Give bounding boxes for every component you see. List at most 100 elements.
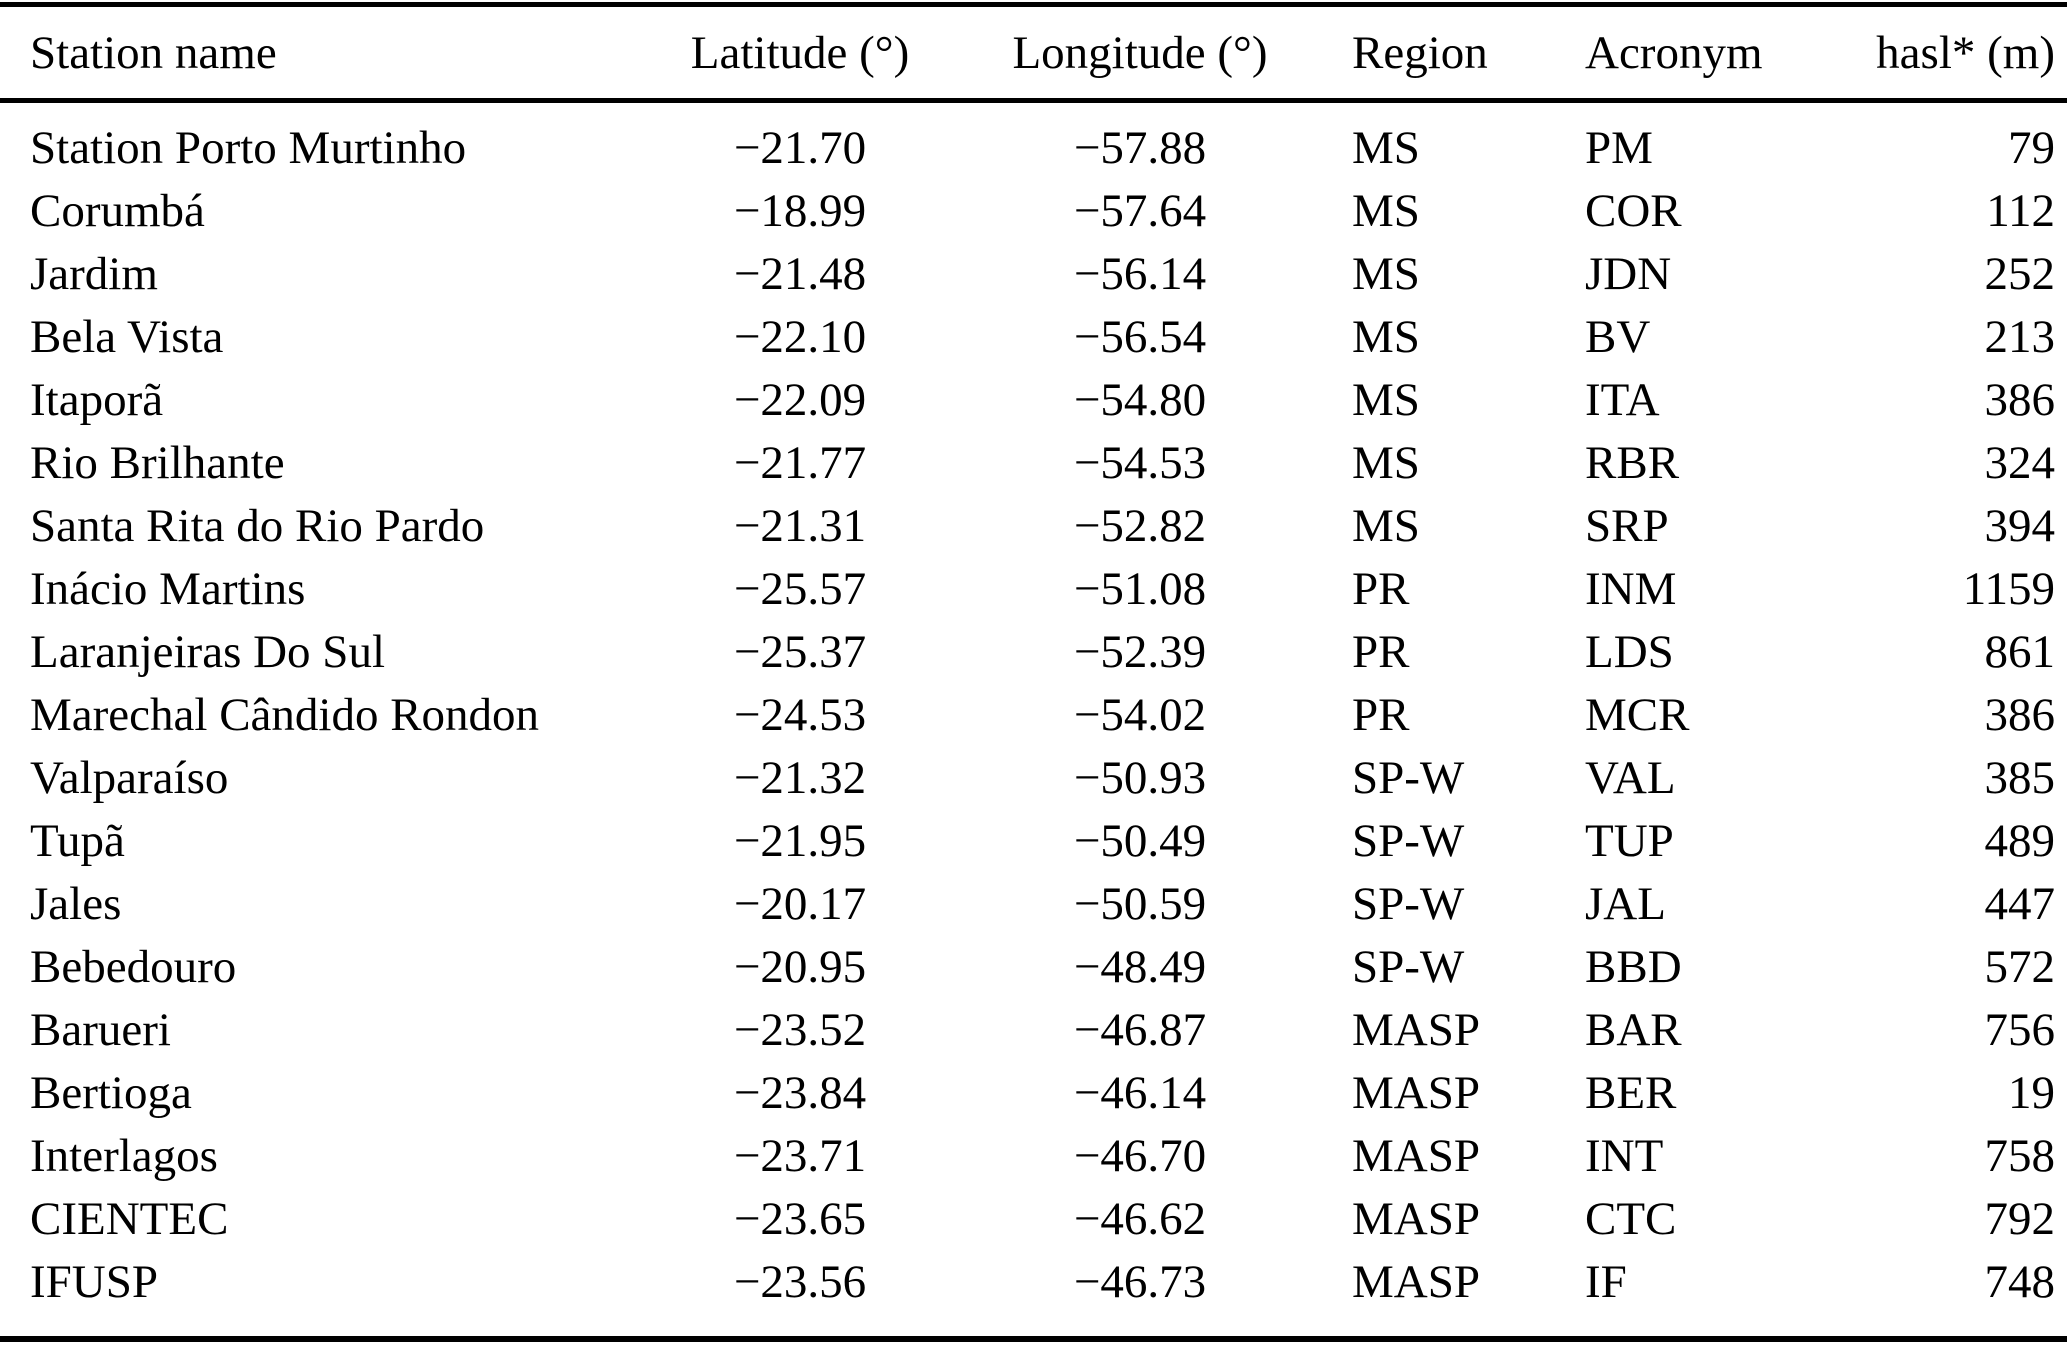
cell-station-name: Inácio Martins xyxy=(30,563,306,615)
table-row: Itaporã −22.09 −54.80 MS ITA 386 xyxy=(0,369,2067,432)
cell-latitude: −20.17 xyxy=(733,878,867,930)
table-row: Laranjeiras Do Sul −25.37 −52.39 PR LDS 861 xyxy=(0,621,2067,684)
cell-acronym: JDN xyxy=(1585,248,1672,300)
table-row: IFUSP −23.56 −46.73 MASP IF 748 xyxy=(0,1251,2067,1339)
table-row: Rio Brilhante −21.77 −54.53 MS RBR 324 xyxy=(0,432,2067,495)
cell-acronym: CTC xyxy=(1585,1193,1677,1245)
cell-station-name: Laranjeiras Do Sul xyxy=(30,626,386,678)
column-header-hasl: hasl* (m) xyxy=(1830,4,2067,103)
cell-region: SP-W xyxy=(1352,878,1465,930)
cell-station-name: Corumbá xyxy=(30,185,205,237)
cell-station-name: Valparaíso xyxy=(30,752,229,804)
cell-station-name: Bertioga xyxy=(30,1067,192,1119)
cell-latitude: −21.77 xyxy=(733,437,867,489)
cell-acronym: BAR xyxy=(1585,1004,1682,1056)
cell-region: MASP xyxy=(1352,1004,1481,1056)
cell-station-name: Santa Rita do Rio Pardo xyxy=(30,500,485,552)
column-header-region: Region xyxy=(1300,4,1560,103)
cell-latitude: −23.56 xyxy=(733,1256,867,1308)
cell-hasl: 748 xyxy=(1984,1256,2056,1308)
cell-latitude: −21.31 xyxy=(733,500,867,552)
cell-latitude: −23.84 xyxy=(733,1067,867,1119)
cell-hasl: 572 xyxy=(1984,941,2056,993)
cell-region: MASP xyxy=(1352,1130,1481,1182)
cell-hasl: 19 xyxy=(2008,1067,2055,1119)
table-row: Corumbá −18.99 −57.64 MS COR 112 xyxy=(0,180,2067,243)
cell-longitude: −52.82 xyxy=(1073,500,1207,552)
cell-region: MS xyxy=(1352,122,1420,174)
table-row: Barueri −23.52 −46.87 MASP BAR 756 xyxy=(0,999,2067,1062)
cell-station-name: CIENTEC xyxy=(30,1193,229,1245)
cell-longitude: −54.53 xyxy=(1073,437,1207,489)
cell-longitude: −50.93 xyxy=(1073,752,1207,804)
cell-latitude: −23.52 xyxy=(733,1004,867,1056)
cell-hasl: 756 xyxy=(1984,1004,2056,1056)
cell-longitude: −50.49 xyxy=(1073,815,1207,867)
cell-region: MS xyxy=(1352,500,1420,552)
cell-hasl: 758 xyxy=(1984,1130,2056,1182)
column-header-latitude: Latitude (°) xyxy=(660,4,940,103)
table-row: Valparaíso −21.32 −50.93 SP-W VAL 385 xyxy=(0,747,2067,810)
cell-region: MASP xyxy=(1352,1256,1481,1308)
column-header-longitude: Longitude (°) xyxy=(940,4,1300,103)
cell-longitude: −50.59 xyxy=(1073,878,1207,930)
cell-latitude: −23.65 xyxy=(733,1193,867,1245)
table-row: Santa Rita do Rio Pardo −21.31 −52.82 MS SRP… xyxy=(0,495,2067,558)
cell-hasl: 861 xyxy=(1984,626,2056,678)
cell-longitude: −57.64 xyxy=(1073,185,1207,237)
cell-station-name: Marechal Cândido Rondon xyxy=(30,689,540,741)
cell-station-name: Itaporã xyxy=(30,374,164,426)
cell-hasl: 324 xyxy=(1984,437,2056,489)
cell-station-name: Jardim xyxy=(30,248,158,300)
cell-station-name: Bela Vista xyxy=(30,311,224,363)
cell-longitude: −54.80 xyxy=(1073,374,1207,426)
cell-longitude: −51.08 xyxy=(1073,563,1207,615)
cell-station-name: Interlagos xyxy=(30,1130,218,1182)
cell-region: MS xyxy=(1352,248,1420,300)
cell-acronym: BER xyxy=(1585,1067,1677,1119)
column-header-station-name: Station name xyxy=(0,4,660,103)
cell-longitude: −46.14 xyxy=(1073,1067,1207,1119)
cell-hasl: 385 xyxy=(1984,752,2056,804)
table-row: Inácio Martins −25.57 −51.08 PR INM 1159 xyxy=(0,558,2067,621)
table-row: Interlagos −23.71 −46.70 MASP INT 758 xyxy=(0,1125,2067,1188)
table-row: Tupã −21.95 −50.49 SP-W TUP 489 xyxy=(0,810,2067,873)
cell-latitude: −25.57 xyxy=(733,563,867,615)
cell-acronym: COR xyxy=(1585,185,1682,237)
cell-acronym: INM xyxy=(1585,563,1677,615)
cell-station-name: Tupã xyxy=(30,815,125,867)
cell-region: MASP xyxy=(1352,1193,1481,1245)
cell-acronym: PM xyxy=(1585,122,1653,174)
header-row: Station name Latitude (°) Longitude (°) Reg… xyxy=(0,4,2067,103)
cell-hasl: 213 xyxy=(1984,311,2056,363)
cell-latitude: −22.10 xyxy=(733,311,867,363)
cell-longitude: −56.54 xyxy=(1073,311,1207,363)
cell-region: SP-W xyxy=(1352,752,1465,804)
cell-acronym: JAL xyxy=(1585,878,1666,930)
cell-region: SP-W xyxy=(1352,941,1465,993)
cell-acronym: ITA xyxy=(1585,374,1660,426)
cell-region: PR xyxy=(1352,689,1410,741)
cell-acronym: IF xyxy=(1585,1256,1627,1308)
cell-region: MS xyxy=(1352,374,1420,426)
cell-hasl: 792 xyxy=(1984,1193,2056,1245)
cell-latitude: −24.53 xyxy=(733,689,867,741)
cell-acronym: TUP xyxy=(1585,815,1674,867)
cell-hasl: 1159 xyxy=(1962,563,2055,615)
table-row: Station Porto Murtinho −21.70 −57.88 MS PM 79 xyxy=(0,101,2067,181)
table-row: Jales −20.17 −50.59 SP-W JAL 447 xyxy=(0,873,2067,936)
cell-latitude: −20.95 xyxy=(733,941,867,993)
cell-region: SP-W xyxy=(1352,815,1465,867)
table-row: Jardim −21.48 −56.14 MS JDN 252 xyxy=(0,243,2067,306)
cell-longitude: −56.14 xyxy=(1073,248,1207,300)
cell-station-name: Barueri xyxy=(30,1004,171,1056)
cell-latitude: −21.48 xyxy=(733,248,867,300)
cell-region: MS xyxy=(1352,437,1420,489)
cell-latitude: −21.95 xyxy=(733,815,867,867)
cell-acronym: INT xyxy=(1585,1130,1664,1182)
cell-region: PR xyxy=(1352,563,1410,615)
cell-latitude: −22.09 xyxy=(733,374,867,426)
cell-longitude: −46.62 xyxy=(1073,1193,1207,1245)
table-row: Bebedouro −20.95 −48.49 SP-W BBD 572 xyxy=(0,936,2067,999)
